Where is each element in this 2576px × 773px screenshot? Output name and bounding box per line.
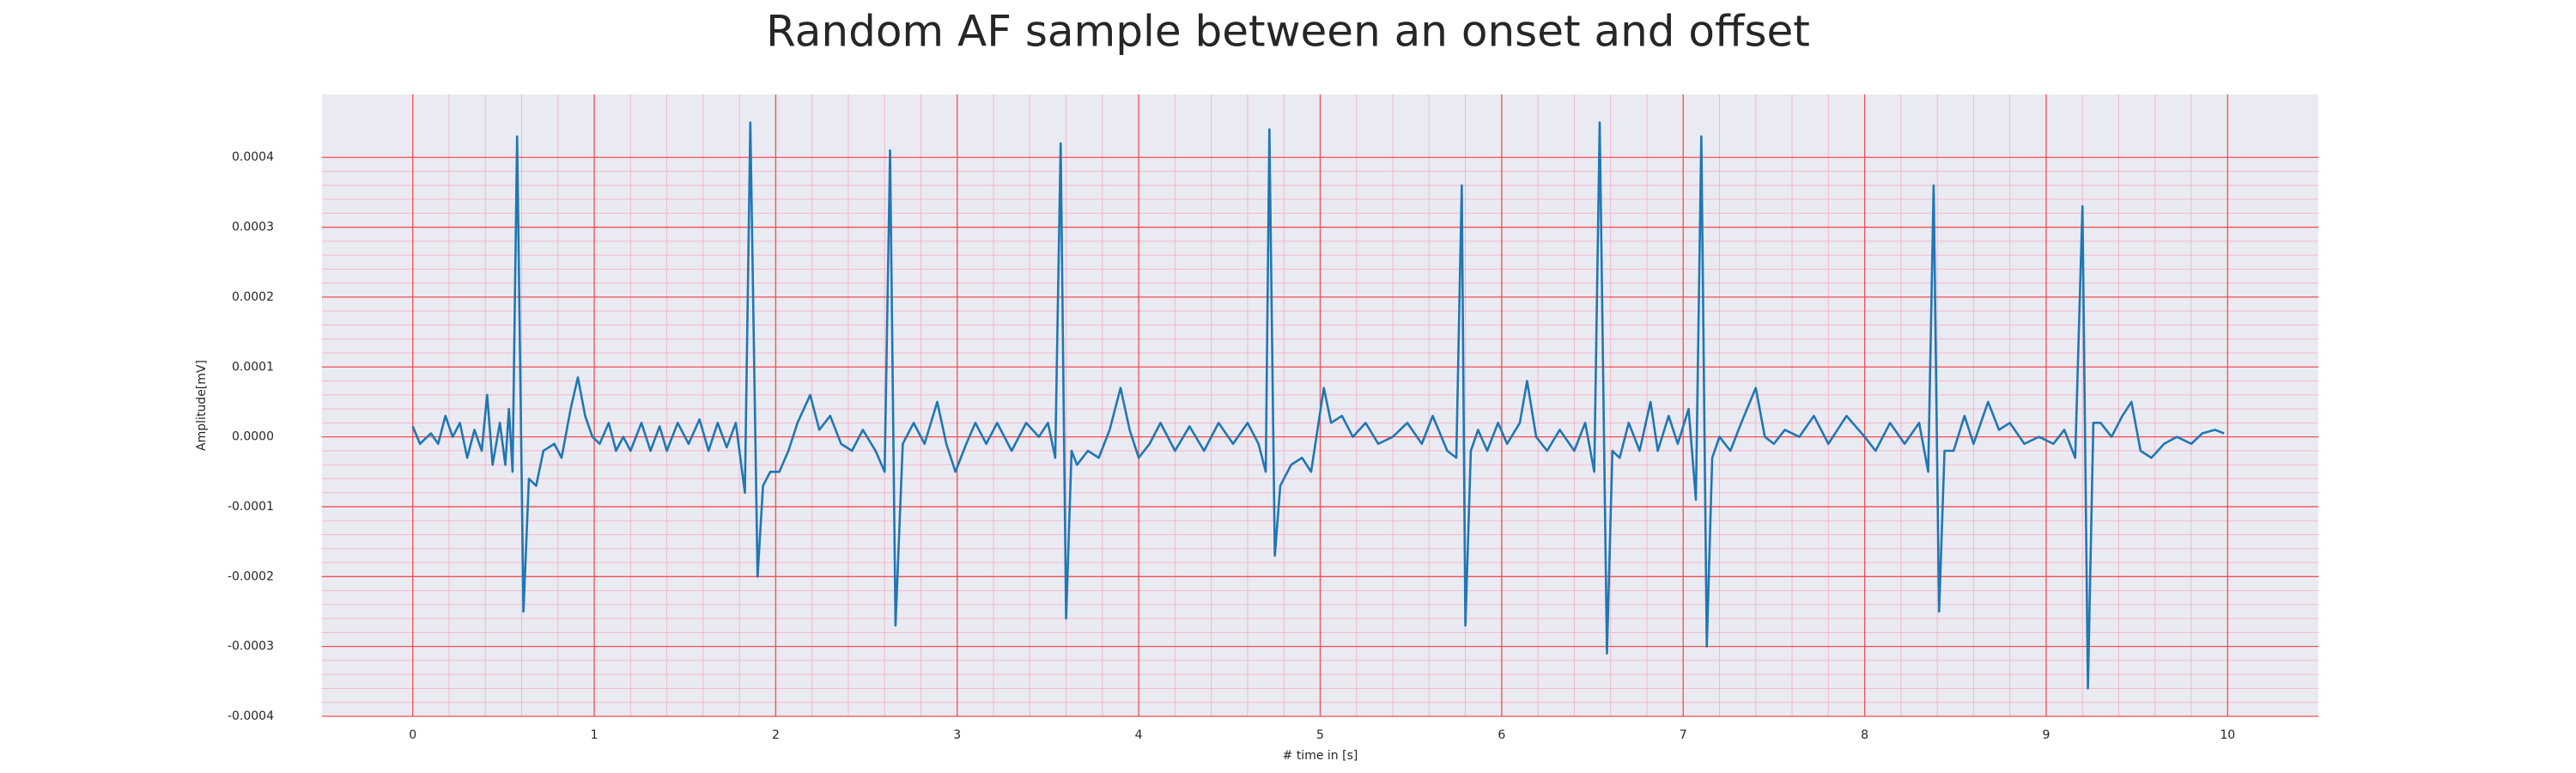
y-tick-label: -0.0004 (228, 709, 274, 723)
x-tick-label: 9 (2042, 728, 2050, 742)
y-tick-label: -0.0001 (228, 500, 274, 514)
y-tick-label: -0.0003 (228, 640, 274, 654)
x-tick-label: 0 (409, 728, 416, 742)
x-tick-label: 2 (772, 728, 780, 742)
x-axis-label: # time in [s] (1283, 749, 1358, 763)
y-tick-label: 0.0001 (232, 360, 274, 374)
y-tick-label: 0.0003 (232, 221, 274, 234)
x-tick-label: 1 (591, 728, 598, 742)
signal-line (411, 121, 2225, 690)
y-tick-label: 0.0002 (232, 290, 274, 304)
x-tick-label: 10 (2220, 728, 2235, 742)
y-tick-label: 0.0004 (232, 150, 274, 164)
x-tick-label: 6 (1498, 728, 1505, 742)
chart-title: Random AF sample between an onset and of… (766, 7, 1810, 57)
x-tick-label: 4 (1135, 728, 1143, 742)
y-tick-label: -0.0002 (228, 569, 274, 583)
y-axis-label: Amplitude[mV] (195, 360, 209, 451)
y-tick-label: 0.0000 (232, 430, 274, 444)
x-tick-label: 3 (953, 728, 961, 742)
x-tick-label: 5 (1316, 728, 1324, 742)
x-tick-label: 7 (1680, 728, 1687, 742)
x-tick-label: 8 (1861, 728, 1868, 742)
